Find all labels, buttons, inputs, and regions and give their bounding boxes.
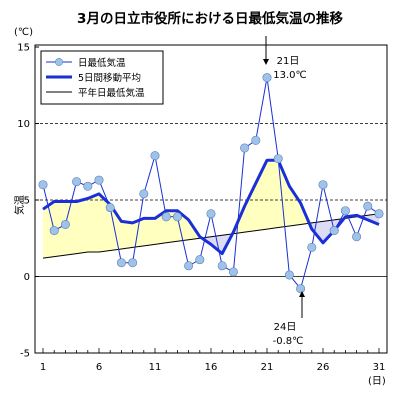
annotation-max-value: 13.0℃	[273, 70, 307, 81]
daily-min-point-20	[251, 135, 261, 145]
daily-min-point-14	[184, 261, 194, 271]
daily-min-point-13	[172, 212, 182, 222]
daily-min-point-21	[262, 73, 272, 83]
x-axis-ticks: 1 6 11 16 21 26 31	[40, 348, 386, 373]
series-lines	[42, 77, 380, 290]
legend-label-moving-average: 5日間移動平均	[78, 72, 141, 84]
daily-min-point-7	[105, 203, 115, 213]
daily-min-point-29	[352, 232, 362, 242]
daily-min-point-17	[217, 261, 227, 271]
daily-min-point-5	[83, 181, 93, 191]
daily-min-point-31	[374, 209, 384, 219]
y-unit-label: (℃)	[14, 27, 33, 38]
daily-min-markers	[38, 73, 384, 294]
fill-above-normal	[143, 218, 156, 247]
anomaly-fills	[42, 160, 380, 259]
daily-min-point-23	[284, 270, 294, 280]
series-line-daily	[42, 77, 380, 290]
y-tick-label-5: 5	[24, 196, 30, 207]
daily-min-point-9	[128, 258, 138, 268]
daily-min-point-22	[273, 154, 283, 164]
y-axis-ticks: -5 0 5 10 15	[17, 43, 39, 360]
series-line-moving-average	[42, 158, 380, 256]
y-tick-label--5: -5	[20, 349, 30, 360]
y-axis-title: 気温	[13, 195, 26, 215]
daily-min-point-10	[139, 189, 149, 199]
series-line-normal	[42, 213, 380, 259]
daily-min-point-30	[363, 201, 373, 211]
fill-above-normal	[266, 160, 279, 230]
daily-min-point-28	[340, 206, 350, 216]
annotation-max-day: 21日	[277, 56, 300, 67]
fill-above-normal	[76, 198, 88, 254]
daily-min-point-18	[228, 267, 238, 277]
daily-min-point-4	[72, 177, 82, 187]
legend-label-daily: 日最低気温	[78, 57, 126, 69]
daily-min-point-3	[60, 219, 70, 229]
x-tick-label-6: 6	[96, 362, 102, 373]
daily-min-point-16	[206, 209, 216, 219]
legend: 日最低気温 5日間移動平均 平年日最低気温	[40, 50, 164, 105]
y-tick-label-15: 15	[17, 43, 30, 54]
daily-min-point-15	[195, 255, 205, 265]
legend-label-normal: 平年日最低気温	[78, 87, 145, 99]
daily-min-point-2	[49, 226, 59, 236]
y-tick-label-0: 0	[24, 272, 30, 283]
daily-min-point-25	[307, 242, 317, 252]
annotation-min-value: -0.8℃	[273, 336, 304, 347]
grid-lines	[35, 123, 387, 277]
fill-above-normal	[87, 193, 100, 253]
x-tick-label-26: 26	[317, 362, 330, 373]
daily-min-point-6	[94, 175, 104, 185]
daily-min-point-8	[116, 258, 126, 268]
daily-min-point-26	[318, 180, 328, 190]
fill-above-normal	[121, 221, 133, 250]
daily-min-point-19	[240, 143, 250, 153]
x-tick-label-16: 16	[205, 362, 218, 373]
x-tick-label-1: 1	[40, 362, 46, 373]
x-tick-label-21: 21	[261, 362, 274, 373]
x-tick-label-11: 11	[149, 362, 162, 373]
daily-min-point-12	[161, 212, 171, 222]
daily-min-point-1	[38, 180, 48, 190]
annotations: 21日 13.0℃ 24日 -0.8℃	[263, 36, 307, 347]
chart-title: 3月の日立市役所における日最低気温の推移	[77, 10, 343, 27]
daily-min-point-11	[150, 151, 160, 161]
y-tick-label-10: 10	[17, 119, 30, 130]
legend-marker-daily	[55, 58, 63, 66]
x-unit-label: (日)	[368, 376, 386, 387]
x-tick-label-31: 31	[373, 362, 386, 373]
daily-min-point-24	[296, 284, 306, 294]
fill-above-normal	[244, 183, 256, 233]
annotation-min-day: 24日	[274, 322, 297, 333]
daily-min-point-27	[329, 226, 339, 236]
